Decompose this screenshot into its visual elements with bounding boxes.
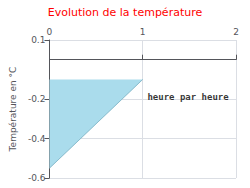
svg-text:-0.2: -0.2 [28, 94, 46, 104]
svg-text:-0.4: -0.4 [28, 134, 46, 144]
svg-text:2: 2 [233, 27, 239, 37]
svg-text:0: 0 [47, 27, 53, 37]
svg-text:-0.6: -0.6 [28, 173, 46, 183]
svg-text:Evolution de la température: Evolution de la température [48, 6, 203, 19]
svg-text:Température en °C: Température en °C [8, 67, 18, 153]
svg-text:1: 1 [140, 27, 146, 37]
svg-text:heure par heure: heure par heure [147, 92, 229, 102]
svg-text:0.1: 0.1 [31, 35, 45, 45]
